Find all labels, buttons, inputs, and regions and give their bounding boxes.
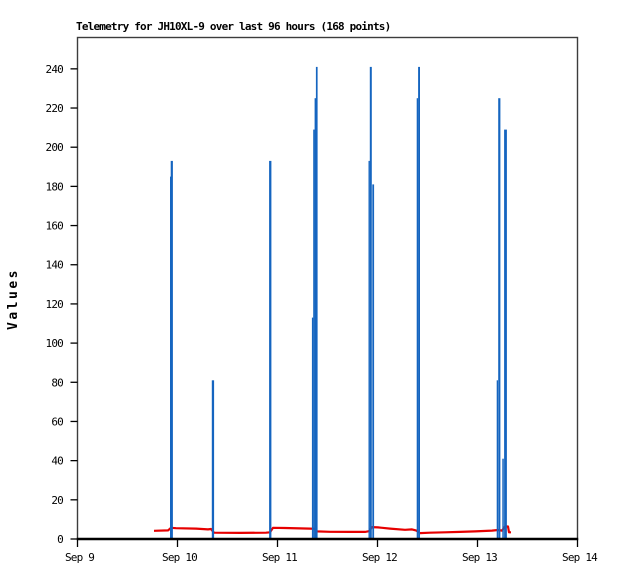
x-tick-label: Sep 13 <box>462 551 497 564</box>
impulse-spike <box>311 317 314 539</box>
impulse-spike <box>416 98 419 539</box>
impulse-spike <box>372 184 375 539</box>
chart-title: Telemetry for JH10XL-9 over last 96 hour… <box>76 20 391 33</box>
impulse-spike <box>418 66 420 540</box>
y-tick-label: 180 <box>46 180 64 193</box>
x-tick-label: Sep 10 <box>162 551 197 564</box>
y-tick-label: 0 <box>57 533 63 546</box>
impulse-spike <box>369 66 372 540</box>
y-tick-label: 200 <box>46 141 64 154</box>
x-tick-label: Sep 9 <box>65 551 94 564</box>
y-tick-label: 160 <box>46 220 64 233</box>
y-tick-label: 40 <box>51 455 63 468</box>
impulse-spike <box>504 129 507 539</box>
y-tick-label: 120 <box>46 298 64 311</box>
y-tick-label: 140 <box>46 259 64 272</box>
y-tick-label: 240 <box>46 63 64 76</box>
impulse-spike <box>496 380 498 539</box>
impulse-spike <box>314 98 317 539</box>
y-axis-title-text: Values <box>6 268 21 330</box>
average-line-series <box>153 525 511 535</box>
y-tick-label: 100 <box>46 337 64 350</box>
y-tick-label: 80 <box>51 376 63 389</box>
impulse-spike <box>170 160 173 539</box>
impulse-spike <box>170 176 172 539</box>
x-tick-label: Sep 11 <box>262 551 297 564</box>
x-tick-label: Sep 14 <box>562 551 598 564</box>
impulse-spike <box>315 66 318 540</box>
impulse-spike <box>368 160 370 539</box>
impulse-spike <box>313 129 315 539</box>
y-tick-label: 60 <box>51 415 63 428</box>
x-tick-label: Sep 12 <box>362 551 397 564</box>
y-tick-label: 220 <box>46 102 64 115</box>
impulse-spike <box>502 458 504 539</box>
y-tick-label: 20 <box>51 494 63 507</box>
impulse-spike <box>498 98 501 539</box>
impulse-spike <box>211 380 215 539</box>
impulse-spike <box>269 160 272 539</box>
